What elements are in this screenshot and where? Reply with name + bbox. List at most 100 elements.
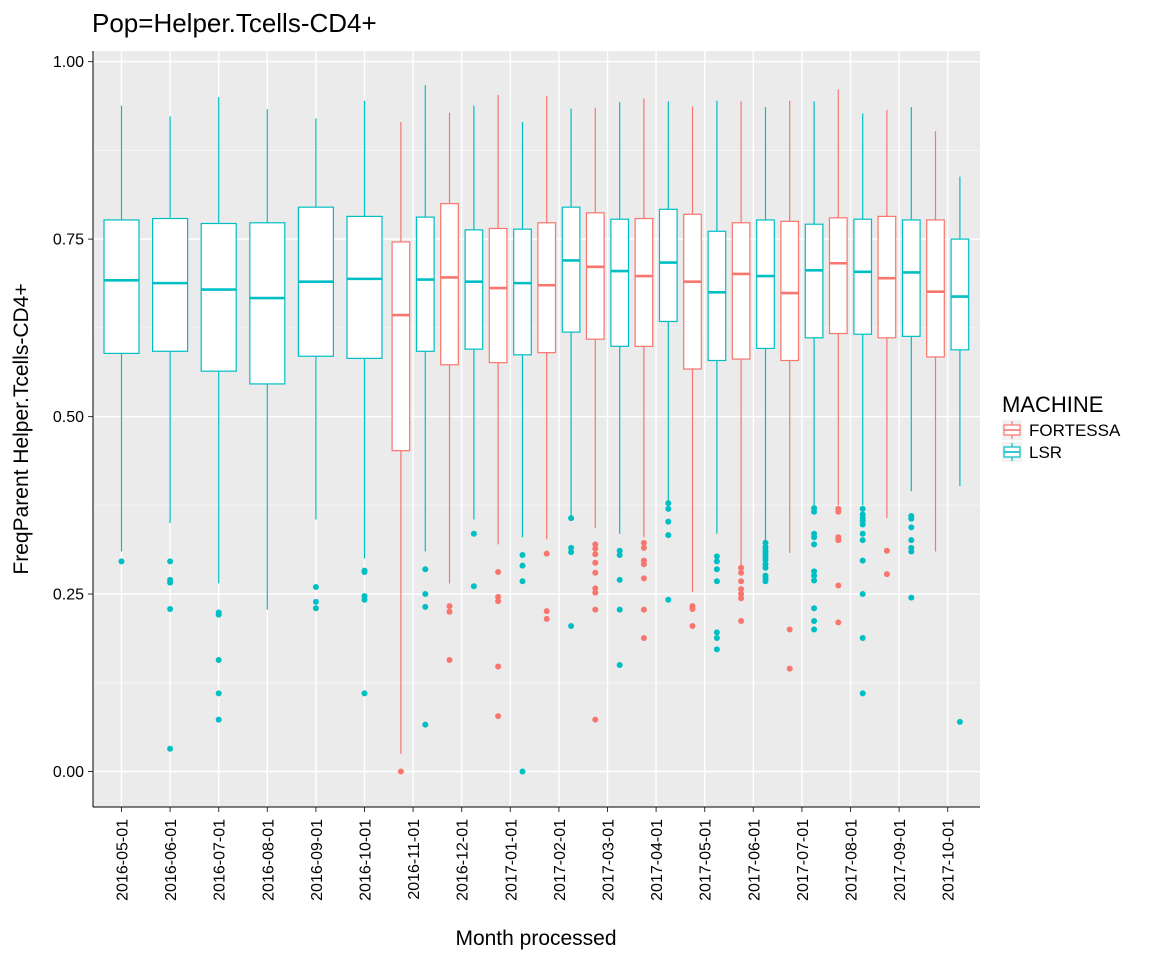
- box-fortessa-2017-06-01: [731, 101, 751, 625]
- outlier-point: [689, 622, 696, 629]
- outlier-point: [118, 558, 125, 565]
- outlier-point: [592, 589, 599, 596]
- outlier-point: [811, 618, 818, 625]
- outlier-point: [956, 718, 963, 725]
- outlier-point: [835, 537, 842, 544]
- outlier-point: [835, 582, 842, 589]
- box-lsr-2016-07-01: [200, 97, 237, 723]
- outlier-point: [811, 534, 818, 541]
- outlier-point: [422, 591, 429, 598]
- x-tick-label: 2016-09-01: [309, 819, 326, 901]
- outlier-point: [738, 595, 745, 602]
- plot-title: Pop=Helper.Tcells-CD4+: [92, 8, 377, 38]
- box-iqr: [901, 219, 921, 337]
- outlier-point: [859, 521, 866, 528]
- x-tick-label: 2016-10-01: [358, 819, 375, 901]
- outlier-point: [592, 716, 599, 723]
- y-tick-label: 0.25: [53, 587, 84, 604]
- box-fortessa-2017-07-01: [780, 100, 800, 672]
- outlier-point: [762, 564, 769, 571]
- outlier-point: [568, 544, 575, 551]
- outlier-point: [446, 608, 453, 615]
- outlier-point: [713, 553, 720, 560]
- box-lsr-2017-05-01: [707, 100, 727, 653]
- outlier-point: [908, 524, 915, 531]
- outlier-point: [616, 547, 623, 554]
- x-tick-label: 2016-08-01: [260, 819, 277, 901]
- outlier-point: [422, 566, 429, 573]
- box-iqr: [440, 203, 459, 366]
- outlier-point: [616, 576, 623, 583]
- outlier-point: [859, 505, 866, 512]
- y-tick-label: 1.00: [53, 54, 84, 71]
- x-tick-label: 2017-02-01: [552, 819, 569, 901]
- outlier-point: [908, 594, 915, 601]
- outlier-point: [422, 603, 429, 610]
- x-tick-label: 2017-01-01: [503, 819, 520, 901]
- box-lsr-2017-10-01: [950, 176, 970, 725]
- outlier-point: [495, 569, 502, 576]
- outlier-point: [361, 690, 368, 697]
- outlier-point: [495, 663, 502, 670]
- box-iqr: [488, 227, 508, 364]
- outlier-point: [786, 626, 793, 633]
- minor-gridlines: [93, 149, 980, 684]
- outlier-point: [568, 515, 575, 522]
- box-iqr: [853, 218, 873, 335]
- outlier-point: [689, 605, 696, 612]
- box-fortessa-2017-09-01: [877, 109, 897, 578]
- outlier-point: [859, 635, 866, 642]
- outlier-point: [592, 541, 599, 548]
- box-lsr-2017-06-01: [756, 107, 775, 585]
- x-tick-label: 2017-04-01: [649, 819, 666, 901]
- plot-panel: [93, 51, 980, 807]
- outlier-point: [167, 745, 174, 752]
- outlier-point: [859, 537, 866, 544]
- x-tick-label: 2017-07-01: [795, 819, 812, 901]
- box-iqr: [537, 222, 557, 354]
- y-tick-label: 0.00: [53, 764, 84, 781]
- outlier-point: [859, 690, 866, 697]
- outlier-point: [519, 562, 526, 569]
- box-iqr: [926, 219, 945, 358]
- box-fortessa-2016-11-01: [391, 121, 411, 775]
- outlier-point: [811, 605, 818, 612]
- x-tick-label: 2016-06-01: [163, 819, 180, 901]
- outlier-point: [495, 598, 502, 605]
- outlier-point: [908, 537, 915, 544]
- outlier-point: [568, 622, 575, 629]
- outlier-point: [738, 591, 745, 598]
- box-lsr-2016-12-01: [464, 105, 484, 590]
- outlier-point: [616, 552, 623, 558]
- box-iqr: [780, 220, 800, 362]
- box-iqr: [464, 229, 484, 350]
- box-lsr-2017-01-01: [513, 121, 532, 775]
- box-lsr-2016-05-01: [103, 105, 140, 565]
- box-iqr: [415, 216, 435, 352]
- legend-title: MACHINE: [1002, 392, 1103, 417]
- box-iqr: [346, 215, 383, 359]
- outlier-point: [519, 552, 526, 558]
- outlier-point: [495, 713, 502, 720]
- outlier-point: [640, 606, 647, 613]
- outlier-point: [811, 541, 818, 548]
- outlier-point: [446, 657, 453, 664]
- outlier-point: [361, 596, 368, 603]
- outlier-point: [215, 657, 222, 664]
- box-iqr: [731, 222, 751, 360]
- outlier-point: [738, 564, 745, 571]
- y-tick-label: 0.75: [53, 232, 84, 249]
- outlier-point: [762, 556, 769, 563]
- x-tick-label: 2016-11-01: [406, 819, 423, 900]
- outlier-point: [470, 530, 477, 537]
- outlier-point: [811, 577, 818, 584]
- box-iqr: [249, 222, 286, 385]
- legend-key-lsr: LSR: [1002, 442, 1062, 462]
- outlier-point: [215, 716, 222, 723]
- outlier-point: [592, 559, 599, 566]
- outlier-point: [713, 558, 720, 565]
- x-tick-label: 2017-05-01: [698, 819, 715, 901]
- x-tick-label: 2016-07-01: [212, 819, 229, 901]
- box-fortessa-2017-08-01: [828, 89, 848, 626]
- outlier-point: [543, 608, 550, 615]
